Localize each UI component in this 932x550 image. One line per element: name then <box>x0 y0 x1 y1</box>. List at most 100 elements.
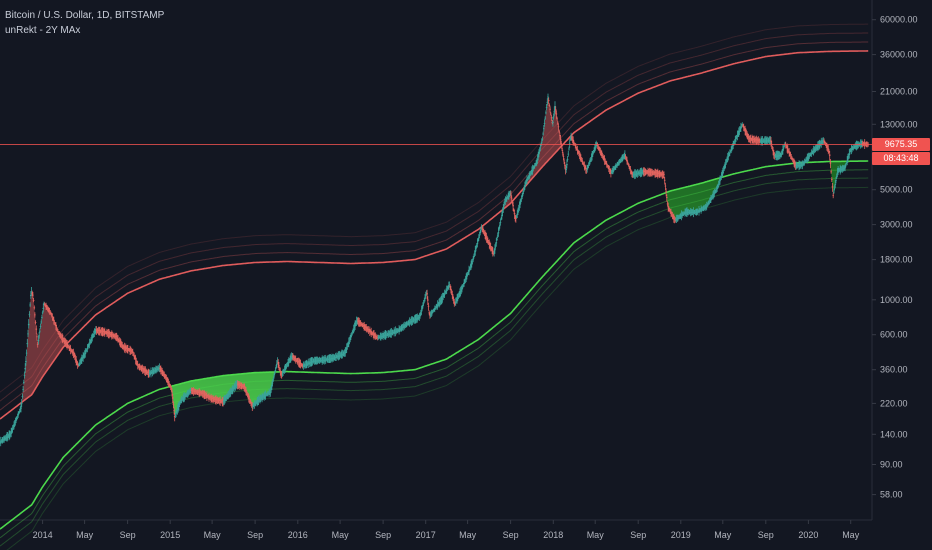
price-candle-body <box>430 313 433 315</box>
price-candle-body <box>399 329 401 331</box>
price-candle-body <box>458 294 460 296</box>
price-candle-body <box>593 150 595 151</box>
price-candle-body <box>99 330 101 332</box>
price-candle-body <box>708 202 710 204</box>
price-candle-body <box>715 190 717 192</box>
price-candle-body <box>288 360 291 362</box>
price-candle-body <box>712 195 714 197</box>
price-candle-body <box>863 142 866 144</box>
price-candle-body <box>256 401 258 403</box>
price-candle-body <box>353 327 356 329</box>
price-candle-body <box>442 296 444 298</box>
ma-upper-band-line <box>0 23 869 393</box>
price-candle-body <box>566 158 569 160</box>
price-candle-body <box>742 125 744 127</box>
price-candle-body <box>83 354 86 356</box>
price-candle-body <box>489 246 492 248</box>
price-candle-body <box>603 158 606 160</box>
price-candle-body <box>418 317 421 318</box>
price-candle-body <box>271 385 273 387</box>
price-candle-body <box>71 351 73 353</box>
price-candle-body <box>173 410 175 411</box>
price-candle-body <box>806 158 809 160</box>
price-candle-body <box>167 381 170 383</box>
price-candle-body <box>492 250 494 252</box>
price-candle-body <box>175 413 177 415</box>
price-candle-body <box>338 355 341 357</box>
price-candle-body <box>716 188 718 190</box>
price-candle-body <box>87 346 89 348</box>
price-candle-body <box>212 398 214 400</box>
price-candle-body <box>85 351 87 353</box>
price-candle-body <box>161 371 163 372</box>
price-candle-body <box>222 400 225 402</box>
price-candle-body <box>194 391 197 393</box>
price-candle-body <box>428 312 430 314</box>
price-candle-body <box>811 152 813 154</box>
price-candle-body <box>528 176 530 177</box>
price-candle-body <box>856 145 858 147</box>
price-candle-body <box>266 394 268 395</box>
price-candle-body <box>80 360 82 362</box>
price-candle-body <box>508 194 511 195</box>
price-candle-body <box>60 335 62 337</box>
price-candle-body <box>168 383 170 385</box>
price-candle-body <box>729 152 731 154</box>
price-candle-body <box>365 327 368 329</box>
price-candle-body <box>536 161 538 163</box>
price-candle-body <box>393 331 395 334</box>
price-candle-body <box>613 168 616 170</box>
price-candle-body <box>706 204 709 206</box>
price-candle-body <box>274 370 277 371</box>
price-candle-body <box>609 170 611 172</box>
price-candle-body <box>431 312 433 314</box>
price-candle-body <box>363 325 365 327</box>
price-candle-body <box>557 122 559 124</box>
price-candle-body <box>604 160 607 162</box>
price-candle-body <box>226 396 228 398</box>
price-candle-body <box>607 167 609 168</box>
price-candle-body <box>76 362 78 364</box>
price-candle-body <box>719 178 722 179</box>
price-candle-body <box>427 299 429 301</box>
price-candle-body <box>623 155 625 157</box>
price-candle-body <box>123 346 126 348</box>
price-candle-body <box>445 289 448 291</box>
price-candle-body <box>29 304 31 306</box>
price-candle-body <box>268 392 270 394</box>
price-candle-body <box>589 161 591 163</box>
price-candle-body <box>573 142 575 144</box>
price-candle-body <box>733 143 735 145</box>
price-candle-body <box>69 348 72 350</box>
price-candle-body <box>804 161 806 162</box>
price-candle-body <box>675 218 678 220</box>
price-candle-body <box>25 361 27 363</box>
price-candle-body <box>234 386 236 388</box>
price-candle-body <box>722 169 725 171</box>
price-candle-body <box>747 137 750 139</box>
price-candle-body <box>6 436 8 439</box>
price-candle-body <box>434 307 437 309</box>
price-candle-body <box>367 329 370 330</box>
price-candle-body <box>497 232 500 234</box>
x-tick-label: Sep <box>503 530 519 540</box>
price-candle-body <box>827 148 830 150</box>
price-candle-body <box>581 160 584 162</box>
price-candle-body <box>456 298 458 301</box>
price-candle-body <box>95 329 98 331</box>
price-candle-body <box>224 399 226 401</box>
price-candle-body <box>341 354 344 356</box>
price-candle-body <box>269 391 272 394</box>
price-candle-body <box>711 196 714 198</box>
price-candle-body <box>612 169 615 170</box>
price-candle-body <box>53 322 56 323</box>
price-candle-body <box>601 155 604 156</box>
price-candle-body <box>173 416 176 418</box>
price-candle-body <box>76 364 79 365</box>
price-candle-body <box>15 420 17 421</box>
price-candle-body <box>170 388 173 389</box>
y-tick-label: 600.00 <box>880 330 908 340</box>
price-candle-body <box>735 138 737 140</box>
price-candle-body <box>833 187 836 189</box>
